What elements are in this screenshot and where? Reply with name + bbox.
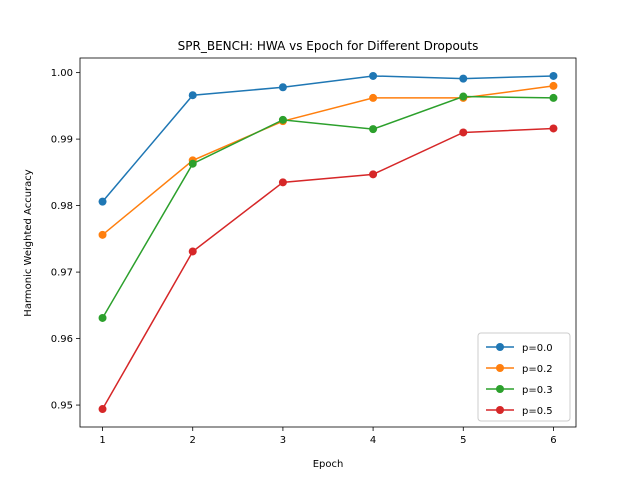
legend-box <box>477 332 571 422</box>
axes-frame <box>79 57 577 428</box>
legend: p=0.0 p=0.2 p=0.3 p=0.5 <box>477 332 571 422</box>
x-tick-label: 3 <box>280 435 286 446</box>
data-point <box>369 125 378 134</box>
legend-label: p=0.2 <box>522 364 553 375</box>
data-point <box>278 178 287 187</box>
data-point <box>98 313 107 322</box>
series-p=0.0 <box>98 71 558 206</box>
legend-label: p=0.3 <box>522 385 553 396</box>
data-point <box>369 170 378 179</box>
series-line <box>101 127 554 410</box>
series-line <box>101 75 554 203</box>
data-point <box>549 81 558 90</box>
y-tick-label: 0.97 <box>51 268 73 279</box>
series-line <box>101 95 554 319</box>
data-point <box>369 93 378 102</box>
series-line <box>102 85 554 236</box>
legend-marker <box>496 364 504 372</box>
y-tick-label: 0.98 <box>51 201 73 212</box>
data-point <box>278 115 287 124</box>
x-tick-label: 4 <box>370 435 376 446</box>
legend-item: p=0.0 <box>486 343 553 354</box>
legend-marker <box>496 406 504 414</box>
legend-item: p=0.5 <box>486 406 553 417</box>
y-tick-label: 0.99 <box>51 135 73 146</box>
data-point <box>98 230 107 239</box>
data-point <box>188 91 197 100</box>
x-tick-label: 6 <box>550 435 556 446</box>
x-tick-label: 5 <box>460 435 466 446</box>
chart-title: SPR_BENCH: HWA vs Epoch for Different Dr… <box>178 39 479 53</box>
data-point <box>549 71 558 80</box>
data-point <box>459 74 468 83</box>
data-point <box>188 247 197 256</box>
legend-marker <box>496 343 504 351</box>
data-point <box>98 405 107 414</box>
legend-marker <box>496 385 504 393</box>
legend-label: p=0.5 <box>522 406 553 417</box>
series-p=0.5 <box>98 124 558 414</box>
data-point <box>188 159 197 168</box>
data-point <box>549 124 558 133</box>
x-axis-label: Epoch <box>313 459 344 470</box>
y-axis-label: Harmonic Weighted Accuracy <box>23 169 34 316</box>
y-tick-label: 0.95 <box>51 401 73 412</box>
y-tick-label: 1.00 <box>51 68 73 79</box>
x-tick-label: 2 <box>190 435 196 446</box>
legend-item: p=0.2 <box>486 364 553 375</box>
data-point <box>369 71 378 80</box>
legend-item: p=0.3 <box>486 385 553 396</box>
x-tick-label: 1 <box>99 435 105 446</box>
plot-area: 1 2 3 4 5 6 0.95 0.96 0.97 0.98 0.99 1.00 <box>51 57 577 446</box>
data-point <box>459 92 468 101</box>
data-point <box>278 83 287 92</box>
data-point <box>549 93 558 102</box>
series-p=0.3 <box>98 92 558 322</box>
data-point <box>459 128 468 137</box>
data-point <box>98 197 107 206</box>
legend-label: p=0.0 <box>522 343 553 354</box>
y-tick-label: 0.96 <box>51 334 73 345</box>
